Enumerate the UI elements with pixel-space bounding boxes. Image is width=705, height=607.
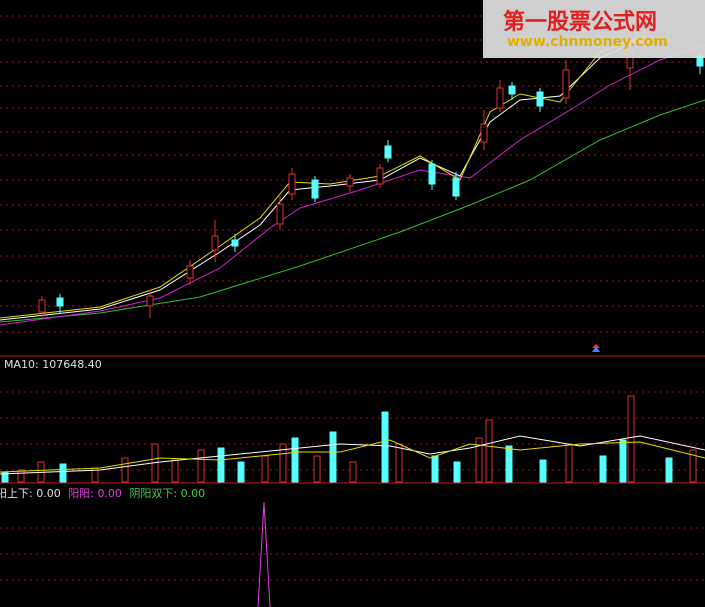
watermark-title: 第一股票公式网 [503, 10, 658, 35]
legend-value: 0.00 [97, 487, 122, 500]
volume-bars [0, 395, 705, 483]
price-grid [0, 15, 705, 333]
indicator-legend: 阳上下: 0.00 阳阳: 0.00 阴阳双下: 0.00 [0, 485, 205, 501]
indicator-grid [0, 527, 705, 581]
signal-arrow [592, 346, 600, 352]
legend-value: 0.00 [36, 487, 61, 500]
candles [38, 40, 704, 318]
legend-name: 阳上下: [0, 487, 33, 500]
legend-name: 阳阳: [68, 487, 94, 500]
volume-grid [0, 391, 705, 471]
volume-label: MA10: 107648.40 [4, 358, 102, 371]
legend-name: 阴阳双下: [129, 487, 178, 500]
legend-value: 0.00 [180, 487, 206, 500]
indicator-spike [257, 501, 271, 607]
watermark: 第一股票公式网 www.chnmoney.com [483, 0, 705, 58]
watermark-url: www.chnmoney.com [507, 34, 668, 50]
signal-arrow [592, 344, 600, 348]
